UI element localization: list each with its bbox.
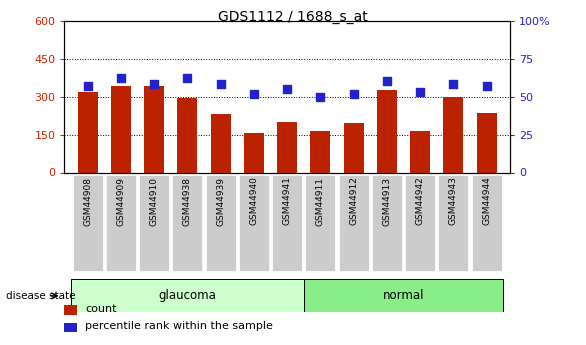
Point (83, 83, 93, 89)
FancyBboxPatch shape (272, 175, 302, 270)
Bar (343, 123, 363, 172)
Point (183, 76, 192, 81)
Bar (377, 90, 397, 172)
FancyBboxPatch shape (305, 175, 335, 270)
FancyBboxPatch shape (73, 175, 103, 270)
Point (216, 82, 226, 87)
Point (482, 83, 491, 89)
Point (349, 91, 358, 96)
Text: GSM44941: GSM44941 (282, 177, 292, 225)
Text: percentile rank within the sample: percentile rank within the sample (85, 321, 273, 331)
Bar (311, 131, 331, 172)
Bar (78, 91, 98, 172)
Text: GSM44939: GSM44939 (216, 177, 225, 226)
Text: count: count (85, 304, 117, 314)
Text: GSM44910: GSM44910 (149, 177, 159, 226)
Bar (476, 113, 496, 172)
Text: GSM44940: GSM44940 (250, 177, 258, 225)
Bar (111, 87, 131, 172)
Bar (410, 131, 430, 172)
FancyBboxPatch shape (239, 175, 269, 270)
Point (415, 89, 425, 95)
FancyBboxPatch shape (304, 279, 503, 312)
Bar (144, 87, 164, 172)
Text: GSM44944: GSM44944 (482, 177, 491, 225)
Text: normal: normal (383, 289, 424, 302)
FancyBboxPatch shape (438, 175, 468, 270)
Text: disease state: disease state (6, 291, 76, 301)
FancyBboxPatch shape (206, 175, 236, 270)
Point (382, 79, 391, 84)
FancyBboxPatch shape (472, 175, 502, 270)
FancyBboxPatch shape (405, 175, 435, 270)
Text: GSM44912: GSM44912 (349, 177, 358, 225)
Text: GSM44911: GSM44911 (316, 177, 325, 226)
Text: GDS1112 / 1688_s_at: GDS1112 / 1688_s_at (218, 10, 368, 24)
Bar (277, 122, 297, 172)
Text: GSM44909: GSM44909 (117, 177, 125, 226)
Bar (211, 114, 231, 172)
FancyBboxPatch shape (172, 175, 202, 270)
FancyBboxPatch shape (71, 279, 304, 312)
Point (449, 82, 458, 87)
FancyBboxPatch shape (339, 175, 369, 270)
Text: GSM44913: GSM44913 (382, 177, 391, 226)
Point (116, 76, 125, 81)
Text: GSM44908: GSM44908 (83, 177, 92, 226)
Point (316, 94, 325, 99)
Point (282, 86, 292, 92)
Point (249, 91, 258, 96)
FancyBboxPatch shape (139, 175, 169, 270)
Point (149, 82, 159, 87)
FancyBboxPatch shape (372, 175, 402, 270)
Bar (444, 97, 464, 172)
Bar (244, 133, 264, 172)
Text: GSM44943: GSM44943 (449, 177, 458, 225)
FancyBboxPatch shape (106, 175, 136, 270)
Text: glaucoma: glaucoma (158, 289, 216, 302)
Bar (178, 98, 197, 172)
Text: GSM44942: GSM44942 (415, 177, 425, 225)
Text: GSM44938: GSM44938 (183, 177, 192, 226)
